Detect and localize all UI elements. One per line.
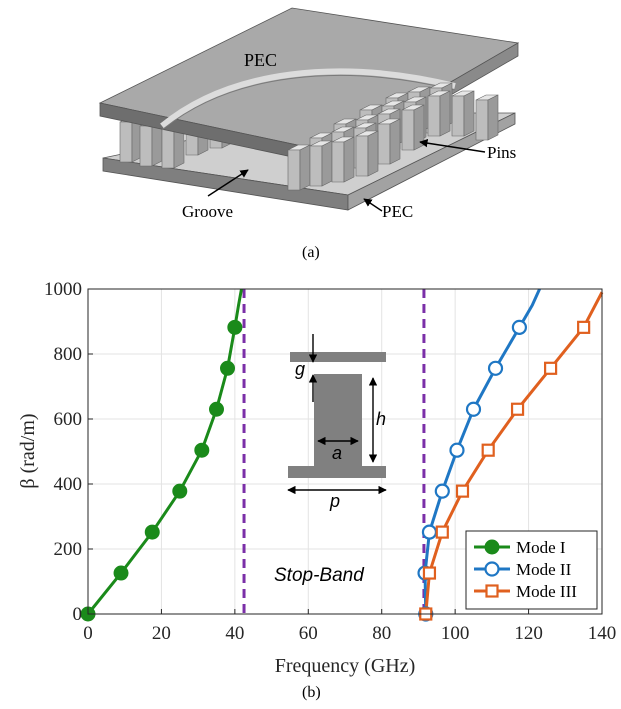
label-pec-bottom: PEC [382,202,413,221]
marker-mode-1-5 [209,401,224,417]
x-tick-label-0: 0 [83,623,93,644]
legend-marker-0 [484,539,500,555]
marker-mode-1-7 [227,319,243,335]
arrow-pins [419,138,486,153]
caption-b: (b) [302,684,321,701]
pins-front [287,82,453,191]
legend: Mode I Mode II Mode III [465,530,598,610]
pin-front-6 [427,90,451,137]
pin-front-15 [287,144,311,191]
inset-bottom-plate [288,466,386,478]
y-tick-label-0: 0 [73,604,83,625]
x-tick-label-4: 80 [372,623,391,644]
x-tick-label-2: 40 [225,623,244,644]
inset-label-a: a [332,443,342,463]
series-markers [80,319,591,622]
legend-marker-1 [484,561,500,577]
stopband-lines [242,289,426,614]
y-tick-label-2: 400 [54,474,83,495]
x-tick-label-3: 60 [299,623,318,644]
y-tick-label-4: 800 [54,344,83,365]
legend-label-1: Mode II [516,560,572,579]
marker-mode-1-3 [172,483,188,499]
marker-mode-3-5 [510,402,525,416]
inset-label-p: p [329,491,340,511]
caption-a: (a) [302,244,320,261]
y-tick-label-3: 600 [54,409,83,430]
x-tick-label-1: 20 [152,623,171,644]
arrow-groove [207,169,249,197]
stopband-annotation: Stop-Band [274,565,365,586]
marker-mode-2-4 [449,442,465,458]
legend-label-0: Mode I [516,538,566,557]
panel-a-illustration: PEC Pins Groove PEC [98,7,520,221]
x-axis-label: Frequency (GHz) [275,655,416,677]
pin-back-15 [475,94,499,141]
pin-front-18 [355,130,379,177]
marker-mode-1-6 [220,360,236,376]
marker-mode-1-2 [144,524,160,540]
pin-front-17 [331,136,355,183]
pin-front-16 [309,140,333,187]
marker-mode-3-4 [481,443,495,457]
legend-label-2: Mode III [516,582,577,601]
marker-mode-2-2 [421,524,438,540]
marker-mode-2-6 [487,360,504,376]
inset-top-plate [290,352,386,362]
x-tick-label-5: 100 [441,623,470,644]
y-axis-label: β (rad/m) [17,413,39,488]
chart-b: 0 20 40 60 80 100 120 140 0 200 400 600 800 1000 Fre… [17,279,616,677]
marker-mode-3-1 [422,566,437,580]
marker-mode-3-3 [455,484,470,498]
y-tick-label-5: 1000 [44,279,82,300]
x-tick-label-7: 140 [588,623,617,644]
label-pec-top: PEC [244,50,277,70]
label-groove: Groove [182,202,233,221]
inset-pin [314,374,362,466]
x-tick-label-6: 120 [514,623,543,644]
pin-back-2 [161,122,185,169]
legend-marker-2 [485,584,499,598]
inset-label-g: g [295,359,305,379]
marker-mode-3-7 [577,320,591,334]
arrow-pec-bottom [363,198,383,212]
marker-mode-2-7 [511,319,527,335]
marker-mode-3-2 [435,525,449,539]
plot-frame [87,288,603,615]
unit-cell-inset: g h a p [287,334,387,511]
marker-mode-3-6 [543,361,558,375]
pin-front-14 [377,118,401,165]
marker-mode-1-4 [194,442,210,458]
series-line-mode-1 [86,288,243,615]
marker-mode-1-1 [113,565,129,581]
series-line-mode-2 [423,288,541,615]
x-tick-labels: 0 20 40 60 80 100 120 140 [83,623,616,644]
marker-mode-2-5 [465,401,482,417]
inset-label-h: h [376,409,386,429]
pin-front-10 [401,104,425,151]
label-pins: Pins [487,143,516,162]
y-tick-label-1: 200 [54,539,83,560]
pin-back-14 [451,90,475,137]
marker-mode-2-3 [434,483,450,499]
y-tick-labels: 0 200 400 600 800 1000 [44,279,82,625]
